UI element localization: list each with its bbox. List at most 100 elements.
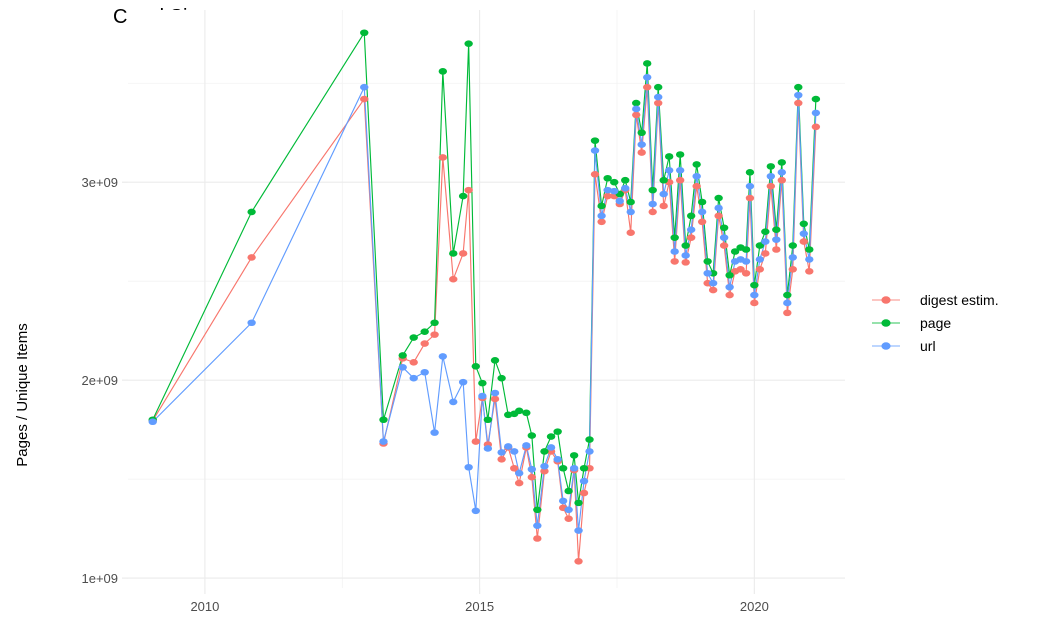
grid-minor-group (128, 10, 845, 588)
data-point (772, 246, 781, 253)
data-point (540, 448, 549, 455)
data-point (766, 182, 776, 190)
data-point (478, 392, 487, 400)
data-point (741, 246, 751, 253)
data-point (579, 464, 589, 472)
data-point (750, 299, 759, 307)
data-point (148, 418, 157, 426)
y-axis-title: Pages / Unique Items (14, 323, 31, 466)
data-point (438, 154, 448, 161)
data-point (703, 258, 712, 265)
data-point (681, 242, 690, 249)
data-point (490, 357, 500, 364)
data-point (670, 248, 679, 255)
data-point (458, 250, 468, 257)
data-point (719, 242, 729, 249)
data-point (430, 319, 439, 327)
data-point (745, 194, 755, 202)
series-points-url (148, 74, 821, 534)
data-point (603, 174, 612, 182)
data-point (745, 182, 755, 190)
data-point (247, 319, 256, 327)
data-point (464, 40, 473, 47)
data-point (664, 167, 674, 174)
x-tick-label: 2020 (740, 599, 769, 614)
data-point (632, 105, 641, 113)
legend-key-point (881, 342, 891, 350)
data-point (725, 291, 734, 299)
data-point (692, 182, 701, 190)
data-point (621, 184, 630, 192)
data-point (510, 464, 519, 472)
data-point (558, 497, 568, 505)
data-point (483, 416, 493, 424)
data-point (745, 169, 755, 176)
data-point (621, 176, 630, 184)
legend-item-page[interactable]: page (872, 315, 951, 331)
series-points-digest-estim (148, 83, 821, 565)
data-point (761, 250, 770, 257)
data-point (777, 159, 787, 166)
data-point (247, 208, 256, 216)
data-point (637, 129, 646, 137)
data-point (805, 267, 814, 275)
data-point (697, 198, 707, 206)
data-point (741, 269, 751, 277)
data-point (777, 169, 787, 176)
data-point (497, 374, 506, 382)
data-point (438, 353, 448, 360)
data-point (585, 448, 594, 455)
data-point (504, 443, 513, 450)
data-point (741, 258, 751, 265)
data-point (681, 259, 690, 266)
data-point (788, 254, 797, 261)
data-point (654, 83, 663, 91)
data-point (497, 449, 506, 456)
data-point (794, 83, 803, 91)
data-point (783, 299, 792, 307)
data-point (574, 499, 583, 507)
data-point (761, 238, 770, 245)
data-point (579, 477, 589, 485)
data-point (527, 473, 537, 481)
legend-item-url[interactable]: url (872, 338, 936, 354)
data-point (632, 99, 641, 107)
data-point (697, 208, 707, 216)
data-point (478, 379, 487, 387)
data-point (703, 269, 712, 277)
data-point (553, 428, 562, 435)
data-point (514, 469, 524, 477)
data-point (615, 197, 624, 205)
data-point (626, 198, 635, 206)
data-point (783, 291, 792, 299)
data-point (659, 190, 668, 198)
data-point (574, 557, 583, 565)
data-point (686, 212, 696, 220)
data-point (569, 464, 579, 472)
data-point (564, 487, 573, 495)
legend-item-digest-estim[interactable]: digest estim. (872, 292, 999, 308)
data-point (692, 172, 701, 180)
data-point (409, 374, 418, 382)
data-point (714, 212, 723, 220)
data-point (438, 68, 448, 75)
data-point (540, 462, 549, 470)
panel-background (128, 10, 845, 588)
data-point (409, 334, 418, 341)
data-point (805, 246, 814, 253)
x-axis: 2010 2015 2020 (190, 588, 769, 614)
y-tick-label: 1e+09 (81, 571, 118, 586)
data-point (597, 202, 606, 210)
data-point (510, 448, 519, 455)
data-point (766, 163, 776, 170)
panel (128, 10, 845, 588)
data-point (449, 275, 458, 283)
data-point (603, 186, 612, 194)
data-point (692, 161, 701, 168)
data-point (379, 438, 388, 445)
data-point (360, 83, 369, 91)
y-tick-label: 3e+09 (81, 175, 118, 190)
data-point (590, 170, 600, 178)
data-point (755, 256, 765, 263)
